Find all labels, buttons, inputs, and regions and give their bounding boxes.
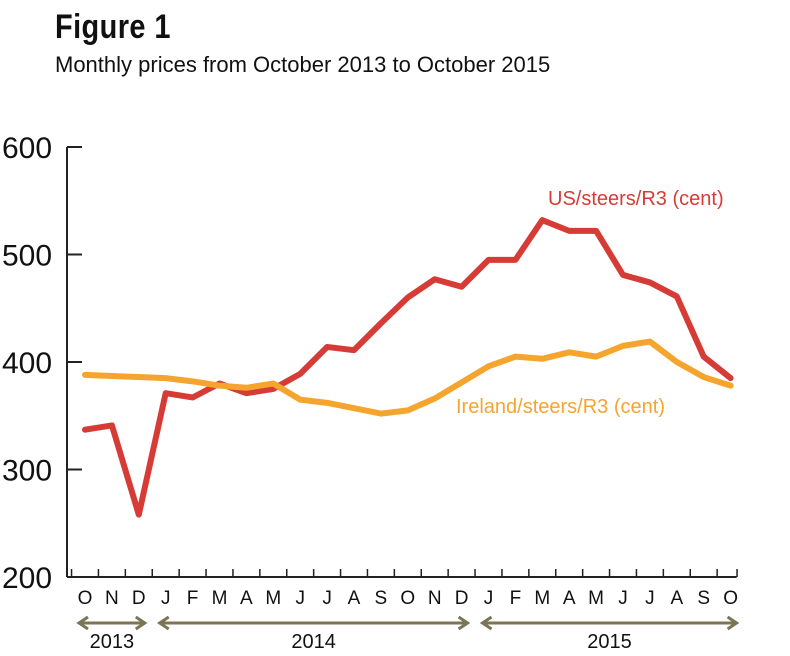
y-tick-label: 200 — [2, 562, 52, 595]
x-tick-label: O — [723, 588, 738, 609]
y-tick-label: 400 — [2, 347, 52, 380]
arrow-head-right — [134, 615, 148, 631]
x-tick-label: A — [670, 588, 683, 609]
x-tick-label: A — [240, 588, 253, 609]
x-tick-label: M — [534, 588, 550, 609]
series-label: Ireland/steers/R3 (cent) — [456, 396, 665, 418]
year-label: 2014 — [291, 631, 336, 653]
x-tick-label: J — [484, 588, 494, 609]
x-tick-label: F — [510, 588, 522, 609]
figure-label: Figure 1 — [55, 8, 171, 46]
x-tick-label: J — [322, 588, 332, 609]
x-tick-label: S — [697, 588, 710, 609]
x-tick-label: J — [645, 588, 655, 609]
x-tick-label: S — [375, 588, 388, 609]
year-label: 2015 — [587, 631, 632, 653]
x-tick-label: D — [455, 588, 469, 609]
x-tick-label: N — [105, 588, 119, 609]
x-tick-label: A — [563, 588, 576, 609]
x-tick-label: J — [295, 588, 305, 609]
x-tick-label: N — [428, 588, 442, 609]
arrow-head-right — [726, 615, 740, 631]
y-tick-label: 500 — [2, 240, 52, 273]
x-tick-label: D — [132, 588, 146, 609]
x-tick-label: M — [212, 588, 228, 609]
arrow-head-left — [76, 615, 89, 631]
series-line-ireland — [82, 338, 734, 417]
series-label: US/steers/R3 (cent) — [548, 188, 724, 210]
series-line-us — [82, 217, 734, 518]
x-tick-label: A — [348, 588, 361, 609]
arrow-head-right — [457, 615, 471, 631]
x-tick-label: J — [618, 588, 628, 609]
chart-title: Monthly prices from October 2013 to Octo… — [55, 52, 551, 77]
y-tick-label: 600 — [2, 132, 52, 165]
arrow-head-left — [156, 615, 170, 631]
x-tick-label: M — [265, 588, 281, 609]
year-label: 2013 — [90, 631, 135, 653]
y-tick-label: 300 — [2, 455, 52, 488]
x-tick-label: M — [588, 588, 604, 609]
x-tick-label: O — [78, 588, 93, 609]
x-tick-label: J — [161, 588, 171, 609]
x-tick-label: F — [187, 588, 199, 609]
arrow-head-left — [479, 615, 493, 631]
x-tick-label: O — [400, 588, 415, 609]
